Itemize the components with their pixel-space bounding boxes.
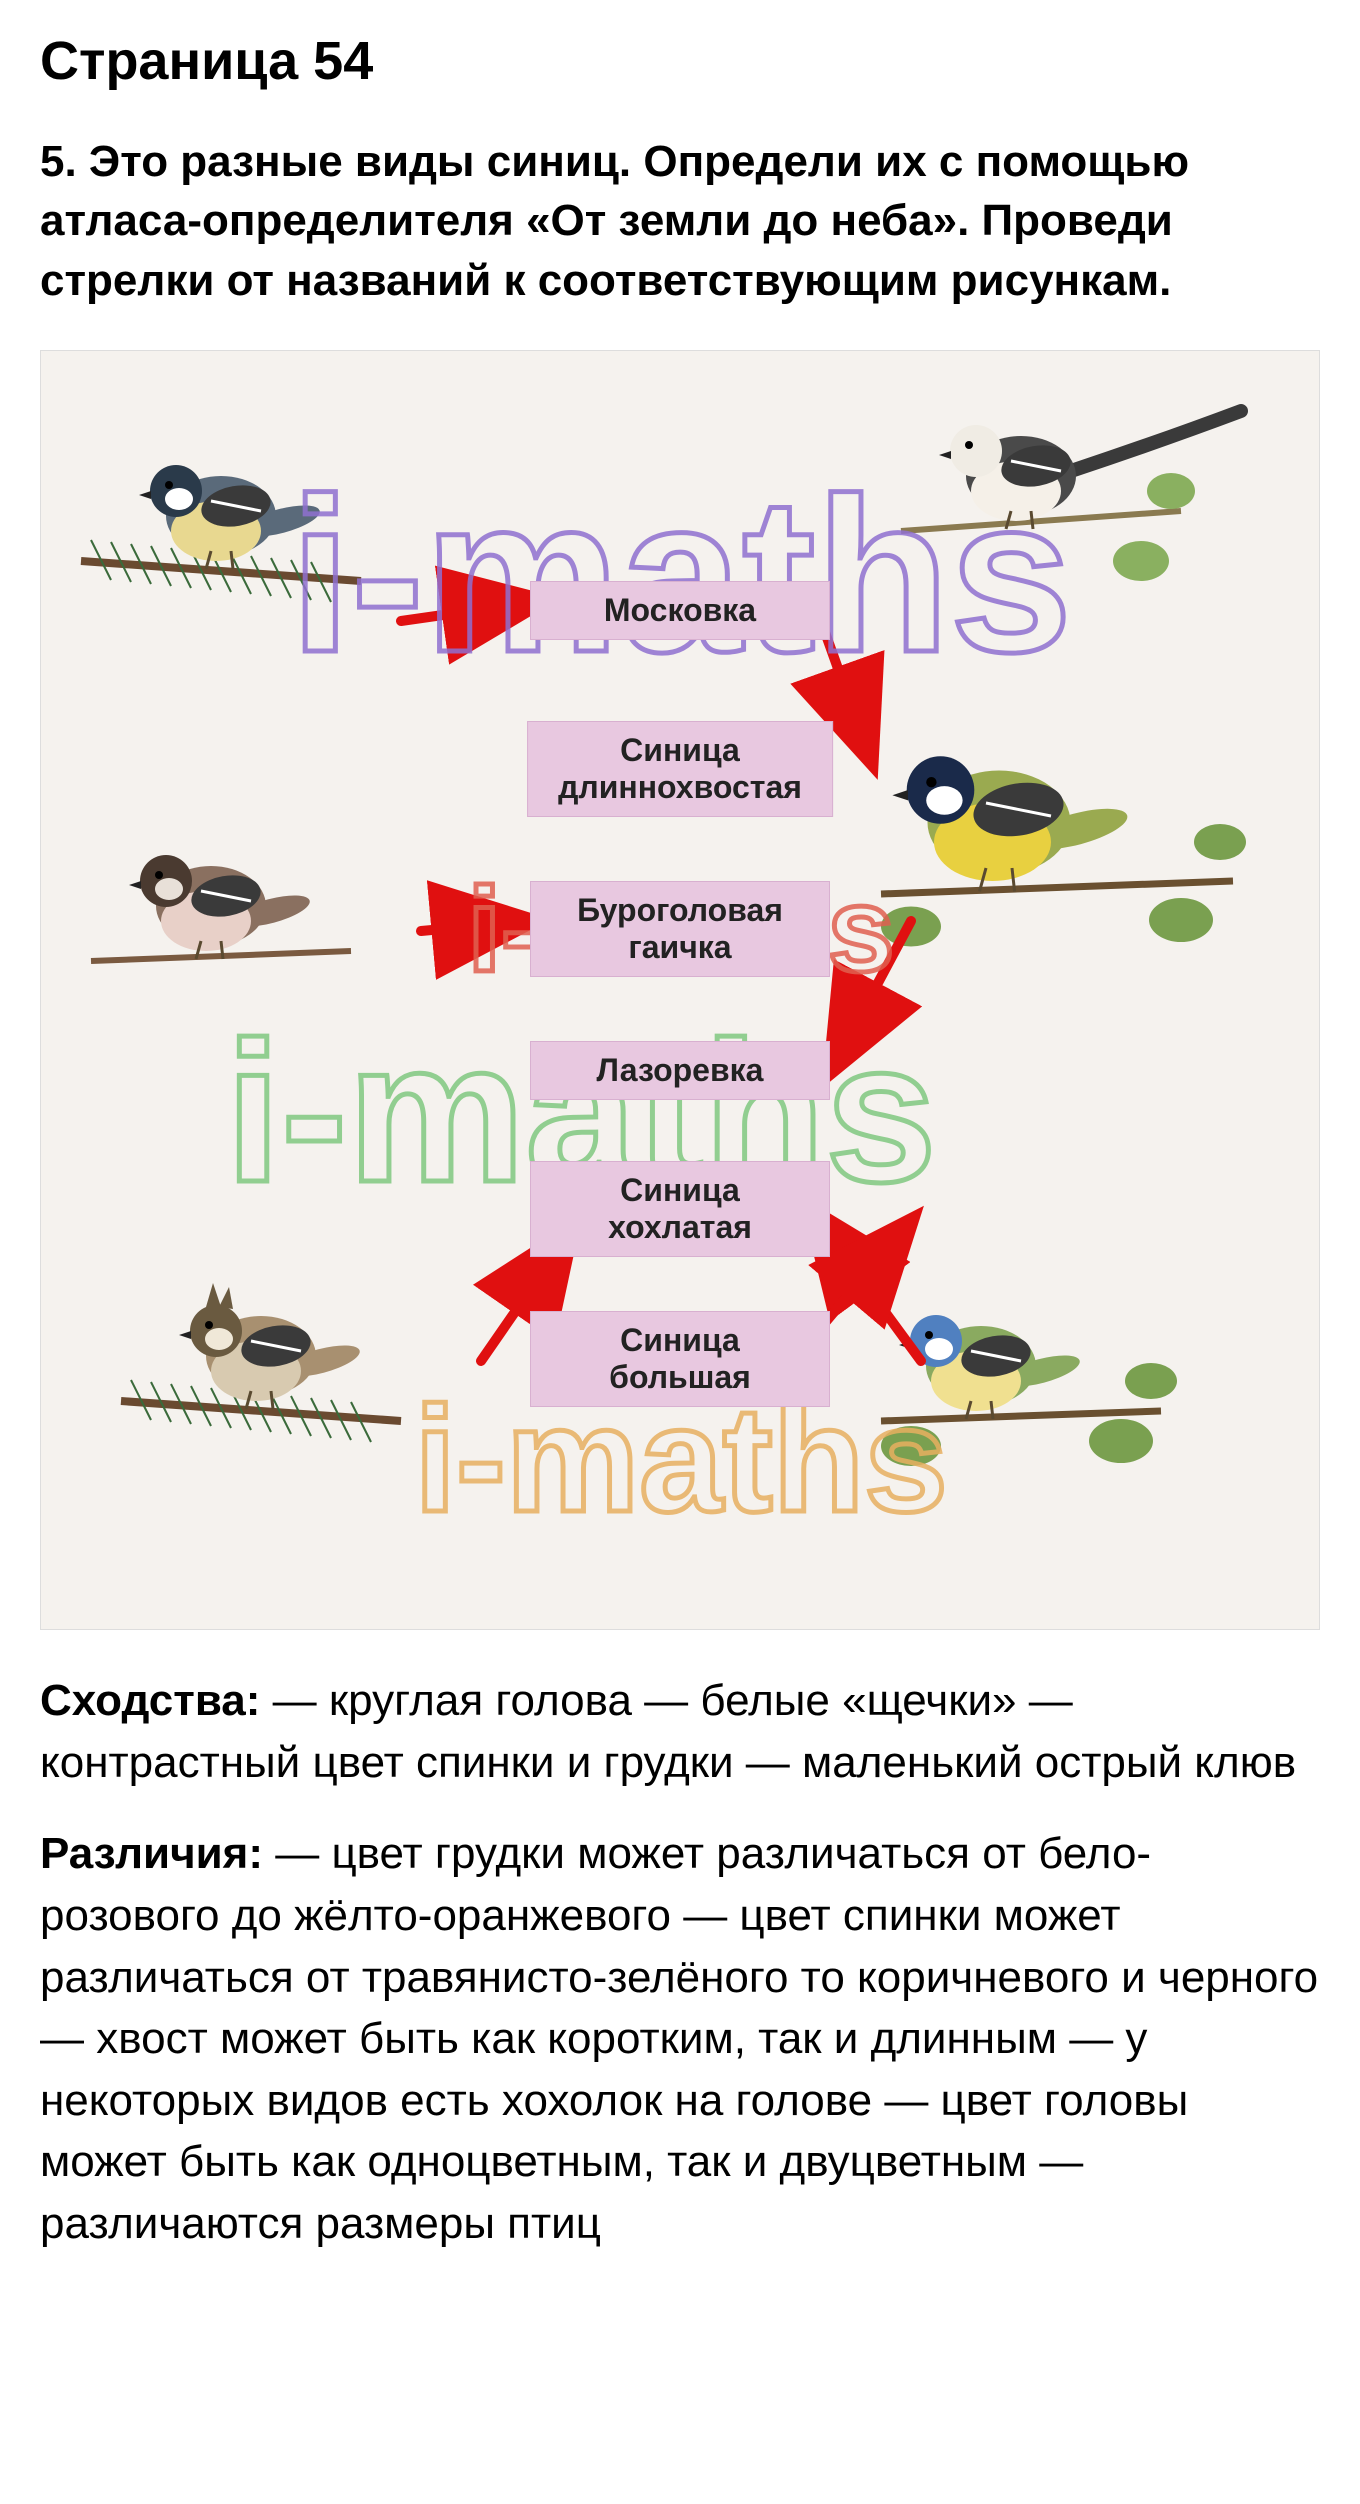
watermark: i-maths	[290, 452, 1072, 698]
bird-label-dlinnohvostaya: Синицадлиннохвостая	[527, 721, 833, 817]
bird-label-gaichka: Буроголоваягаичка	[530, 881, 830, 977]
differences-block: Различия: — цвет грудки может различатьс…	[40, 1823, 1320, 2254]
bird-label-lazorevka: Лазоревка	[530, 1041, 830, 1100]
bird-diagram: i-mathsi-mathsi-mathsi-mathsМосковкаСини…	[40, 350, 1320, 1630]
differences-text: — цвет грудки может различаться от бело-…	[40, 1829, 1318, 2248]
task-text: 5. Это разные виды синиц. Определи их с …	[40, 132, 1320, 310]
similarities-block: Сходства: — круглая голова — белые «щечк…	[40, 1670, 1320, 1793]
bird-label-moskovka: Московка	[530, 581, 830, 640]
bird-bot-left	[121, 1283, 401, 1442]
bird-label-hohlataya: Синицахохлатая	[530, 1161, 830, 1257]
page-title: Страница 54	[40, 30, 1320, 92]
similarities-label: Сходства:	[40, 1676, 260, 1725]
bird-label-bolshaya: Синицабольшая	[530, 1311, 830, 1407]
bird-mid-left	[91, 855, 351, 961]
bird-mid-right	[881, 756, 1246, 946]
differences-label: Различия:	[40, 1829, 263, 1878]
